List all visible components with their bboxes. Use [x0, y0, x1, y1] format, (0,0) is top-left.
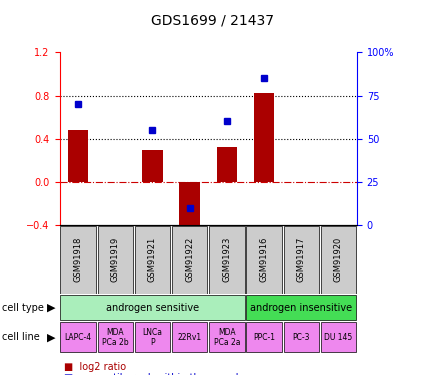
Text: MDA
PCa 2a: MDA PCa 2a — [214, 328, 240, 347]
Text: GSM91923: GSM91923 — [222, 237, 231, 282]
Text: LNCa
P: LNCa P — [142, 328, 162, 347]
Text: cell type: cell type — [2, 303, 44, 313]
Bar — [246, 226, 282, 294]
Bar — [283, 226, 319, 294]
Text: ■  percentile rank within the sample: ■ percentile rank within the sample — [64, 373, 244, 375]
Text: androgen sensitive: androgen sensitive — [106, 303, 199, 313]
Text: DU 145: DU 145 — [324, 333, 352, 342]
Text: ▶: ▶ — [47, 332, 55, 342]
Bar — [60, 322, 96, 352]
Text: cell line: cell line — [2, 332, 40, 342]
Bar — [217, 147, 237, 182]
Bar — [321, 322, 356, 352]
Text: GDS1699 / 21437: GDS1699 / 21437 — [151, 13, 274, 27]
Bar — [254, 93, 274, 182]
Bar — [60, 296, 245, 320]
Text: GSM91921: GSM91921 — [148, 237, 157, 282]
Text: GSM91919: GSM91919 — [111, 237, 120, 282]
Bar — [172, 226, 207, 294]
Text: GSM91918: GSM91918 — [74, 237, 82, 282]
Bar — [172, 322, 207, 352]
Bar — [135, 322, 170, 352]
Text: PC-3: PC-3 — [292, 333, 310, 342]
Text: androgen insensitive: androgen insensitive — [250, 303, 352, 313]
Text: GSM91917: GSM91917 — [297, 237, 306, 282]
Text: ■  log2 ratio: ■ log2 ratio — [64, 362, 126, 372]
Bar — [135, 226, 170, 294]
Bar — [246, 296, 357, 320]
Bar — [142, 150, 163, 182]
Text: GSM91920: GSM91920 — [334, 237, 343, 282]
Bar — [209, 226, 244, 294]
Text: GSM91922: GSM91922 — [185, 237, 194, 282]
Text: PPC-1: PPC-1 — [253, 333, 275, 342]
Text: LAPC-4: LAPC-4 — [65, 333, 92, 342]
Bar — [246, 322, 282, 352]
Bar — [98, 322, 133, 352]
Bar — [98, 226, 133, 294]
Bar — [321, 226, 356, 294]
Bar — [68, 130, 88, 182]
Bar — [179, 182, 200, 228]
Bar — [209, 322, 244, 352]
Bar — [283, 322, 319, 352]
Text: MDA
PCa 2b: MDA PCa 2b — [102, 328, 129, 347]
Text: 22Rv1: 22Rv1 — [178, 333, 202, 342]
Bar — [60, 226, 96, 294]
Text: GSM91916: GSM91916 — [260, 237, 269, 282]
Text: ▶: ▶ — [47, 303, 55, 313]
